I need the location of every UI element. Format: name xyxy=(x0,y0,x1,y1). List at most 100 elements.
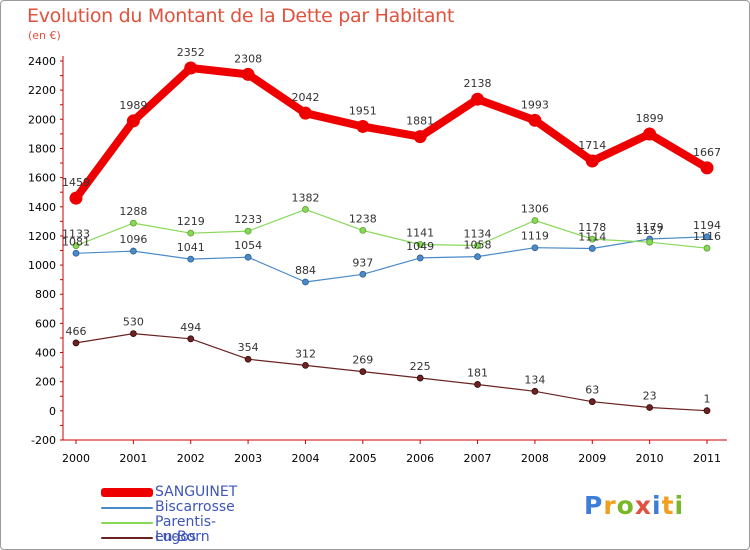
data-label: 1989 xyxy=(119,99,147,112)
y-tick-label: 1600 xyxy=(28,172,56,185)
legend-swatch-0 xyxy=(101,488,153,497)
legend-swatch-3 xyxy=(101,536,153,539)
data-point xyxy=(646,404,654,411)
data-point xyxy=(588,245,596,252)
chart-title: Evolution du Montant de la Dette par Hab… xyxy=(27,5,455,27)
data-label: 354 xyxy=(238,341,259,354)
data-point xyxy=(588,398,596,406)
data-point xyxy=(302,205,309,213)
data-point xyxy=(72,249,80,257)
legend-swatch-2 xyxy=(101,521,153,524)
data-point xyxy=(585,154,599,168)
data-point xyxy=(359,368,367,376)
y-tick-label: 600 xyxy=(35,317,56,330)
data-label: 1157 xyxy=(636,224,664,237)
data-label: 1058 xyxy=(464,239,492,252)
data-label: 1134 xyxy=(464,228,492,241)
data-label: 1459 xyxy=(62,176,90,189)
data-point xyxy=(129,219,137,227)
data-label: 1096 xyxy=(119,233,147,246)
data-label: 1233 xyxy=(234,213,262,226)
data-point xyxy=(244,227,252,235)
data-point xyxy=(643,127,657,141)
x-tick-label: 2011 xyxy=(693,452,721,465)
data-point xyxy=(72,242,80,250)
data-label: 1081 xyxy=(62,235,90,248)
data-label: 1881 xyxy=(406,115,434,128)
data-label: 225 xyxy=(410,360,431,373)
data-point xyxy=(474,253,481,261)
data-point xyxy=(531,387,539,395)
data-point xyxy=(244,253,252,261)
data-point xyxy=(69,191,83,205)
data-point xyxy=(471,92,485,106)
y-tick-label: 200 xyxy=(35,376,56,389)
legend-label-3: Lugos xyxy=(155,529,197,545)
series-3 xyxy=(72,330,711,415)
data-label: 2138 xyxy=(464,77,492,90)
y-tick-label: 2000 xyxy=(28,113,56,126)
data-label: 134 xyxy=(524,373,545,386)
data-point xyxy=(703,233,711,241)
data-point xyxy=(184,61,198,75)
y-tick-label: 1200 xyxy=(28,230,56,243)
x-tick-label: 2002 xyxy=(177,452,205,465)
series-line-1 xyxy=(75,236,708,283)
data-label: 1667 xyxy=(693,146,721,159)
data-label: 1116 xyxy=(693,230,721,243)
data-point xyxy=(241,67,255,81)
x-tick-label: 2010 xyxy=(636,452,664,465)
series-2 xyxy=(72,205,711,252)
data-label: 1382 xyxy=(291,191,319,204)
data-point xyxy=(359,226,367,234)
x-tick-label: 2001 xyxy=(119,452,147,465)
data-point xyxy=(359,270,367,278)
x-tick-label: 2005 xyxy=(349,452,377,465)
data-label: 63 xyxy=(585,384,599,397)
data-point xyxy=(416,374,424,382)
data-point xyxy=(703,244,711,252)
data-point xyxy=(72,339,80,347)
data-label: 1 xyxy=(704,393,711,406)
data-label: 312 xyxy=(295,347,316,360)
data-point xyxy=(416,241,424,248)
data-label: 884 xyxy=(295,264,316,277)
series-1 xyxy=(72,233,711,286)
proxiti-logo: Proxiti xyxy=(584,491,684,520)
data-label: 1951 xyxy=(349,104,377,117)
y-tick-label: 0 xyxy=(49,405,56,418)
x-tick-label: 2009 xyxy=(578,452,606,465)
data-label: 2042 xyxy=(291,91,319,104)
data-point xyxy=(302,278,309,286)
x-tick-label: 2004 xyxy=(291,452,319,465)
data-point xyxy=(474,242,481,249)
data-point xyxy=(531,244,539,252)
y-tick-label: 2200 xyxy=(28,84,56,97)
data-label: 1993 xyxy=(521,98,549,111)
series-lines xyxy=(69,61,714,415)
data-point xyxy=(528,113,542,127)
x-tick-label: 2006 xyxy=(406,452,434,465)
data-point xyxy=(298,106,312,120)
data-point xyxy=(588,235,596,243)
data-point xyxy=(646,238,654,246)
data-point xyxy=(474,381,481,388)
data-point xyxy=(187,255,195,263)
data-label: 1141 xyxy=(406,227,434,240)
data-label: 937 xyxy=(352,256,373,269)
data-label: 1306 xyxy=(521,202,549,215)
logo-letter: P xyxy=(584,491,604,520)
data-label: 1114 xyxy=(578,230,606,243)
y-tick-label: -200 xyxy=(31,434,56,447)
data-label: 181 xyxy=(467,366,488,379)
series-line-3 xyxy=(75,333,708,412)
chart-unit: (en €) xyxy=(28,29,61,42)
series-line-2 xyxy=(75,208,708,249)
data-label: 269 xyxy=(352,354,373,367)
data-point xyxy=(413,130,427,144)
data-label: 1194 xyxy=(693,219,721,232)
data-label: 466 xyxy=(66,325,87,338)
data-label: 1178 xyxy=(578,221,606,234)
y-tick-label: 1400 xyxy=(28,201,56,214)
legend-label-2: Parentis-en-Born xyxy=(155,514,217,545)
